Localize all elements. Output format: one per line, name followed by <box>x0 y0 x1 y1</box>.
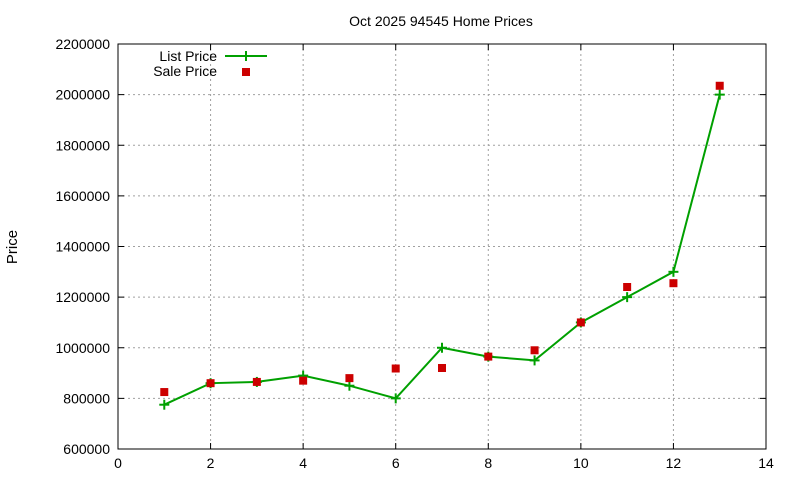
sale-price-point <box>206 379 215 388</box>
y-tick-label: 1600000 <box>55 188 110 204</box>
list-price-point <box>344 380 355 391</box>
sale-price-point <box>715 81 724 90</box>
list-price-point <box>668 266 679 277</box>
legend: List Price Sale Price <box>153 48 267 79</box>
list-price-point <box>622 292 633 303</box>
list-price-point <box>437 342 447 353</box>
sale-price-point <box>160 388 169 397</box>
x-tick-label: 0 <box>114 455 122 471</box>
x-tick-label: 6 <box>392 455 400 471</box>
sale-price-point <box>530 346 539 355</box>
sale-price-point <box>391 364 400 373</box>
sale-price-point <box>669 279 678 288</box>
legend-list-price-marker <box>241 51 251 61</box>
y-tick-label: 1200000 <box>55 289 110 305</box>
series-layer <box>159 81 725 410</box>
y-tick-label: 1400000 <box>55 239 110 255</box>
list-price-point <box>529 355 540 366</box>
legend-sale-price-marker <box>242 68 250 76</box>
y-tick-label: 2200000 <box>55 36 110 52</box>
legend-label-sale-price: Sale Price <box>153 63 217 79</box>
x-tick-label: 12 <box>666 455 682 471</box>
y-tick-label: 2000000 <box>55 87 110 103</box>
x-tick-label: 4 <box>299 455 307 471</box>
y-tick-label: 1000000 <box>55 340 110 356</box>
y-tick-label: 800000 <box>63 390 110 406</box>
y-tick-label: 600000 <box>63 441 110 457</box>
x-tick-label: 8 <box>484 455 492 471</box>
x-tick-label: 14 <box>758 455 774 471</box>
y-tick-label: 1800000 <box>55 137 110 153</box>
list-price-point <box>159 399 170 410</box>
grid-lines <box>118 44 766 449</box>
list-price-point <box>390 393 401 404</box>
sale-price-point <box>623 283 632 291</box>
sale-price-point <box>576 318 585 327</box>
list-price-line <box>163 94 721 406</box>
chart-title: Oct 2025 94545 Home Prices <box>349 13 533 29</box>
sale-price-point <box>252 377 261 386</box>
list-price-point <box>714 89 725 100</box>
y-axis-label: Price <box>4 230 21 264</box>
legend-label-list-price: List Price <box>159 48 217 64</box>
sale-price-point <box>299 376 308 385</box>
plot-frame <box>117 43 767 450</box>
sale-price-point <box>345 374 354 383</box>
sale-price-point <box>484 352 493 361</box>
x-tick-label: 2 <box>207 455 215 471</box>
sale-price-point <box>438 364 446 372</box>
axis-ticks: 0 2 4 6 8 10 12 14 600000 800000 1000000 1200000 140… <box>55 36 774 471</box>
x-tick-label: 10 <box>573 455 589 471</box>
